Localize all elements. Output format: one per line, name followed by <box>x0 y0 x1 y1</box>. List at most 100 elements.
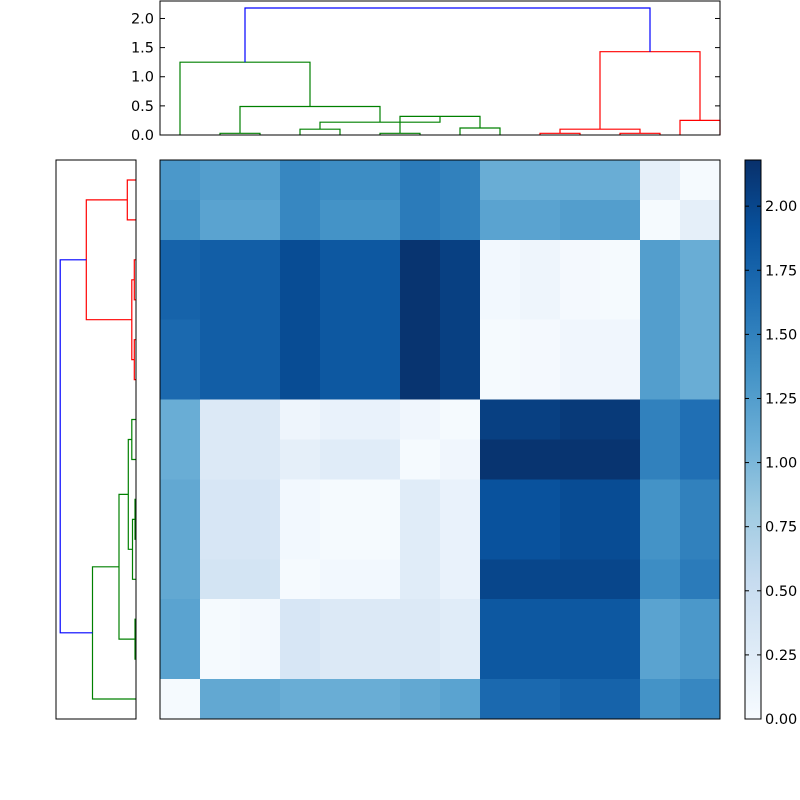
heatmap-cell <box>200 199 241 241</box>
heatmap-cell <box>200 279 241 321</box>
heatmap-cell <box>200 679 241 720</box>
heatmap-cell <box>160 160 201 201</box>
heatmap-cell <box>160 199 201 241</box>
heatmap-cell <box>320 199 361 241</box>
heatmap-cell <box>640 359 681 401</box>
heatmap-cell <box>680 359 721 401</box>
heatmap-cell <box>320 639 361 680</box>
heatmap-cell <box>200 519 241 560</box>
heatmap-cell <box>360 239 401 281</box>
colorbar-tick-label: 1.75 <box>765 263 797 279</box>
heatmap-cell <box>440 359 481 401</box>
colorbar-tick-label: 1.00 <box>765 456 797 472</box>
heatmap-cell <box>600 399 641 441</box>
heatmap-cell <box>640 479 681 520</box>
heatmap-cell <box>520 639 561 680</box>
heatmap-cell <box>440 319 481 361</box>
heatmap-cell <box>360 519 401 560</box>
heatmap-cell <box>360 479 401 520</box>
heatmap-cell <box>480 479 521 520</box>
heatmap-cell <box>280 559 321 600</box>
y-tick-label: 0.5 <box>131 99 154 115</box>
heatmap-cell <box>160 439 201 481</box>
heatmap-cell <box>480 399 521 441</box>
heatmap-cell <box>480 679 521 720</box>
heatmap-cell <box>200 399 241 441</box>
heatmap-cell <box>240 359 281 401</box>
heatmap-cell <box>640 199 681 241</box>
heatmap-cell <box>600 279 641 321</box>
heatmap-cell <box>640 639 681 680</box>
heatmap-cell <box>680 519 721 560</box>
heatmap-cell <box>360 319 401 361</box>
heatmap-cell <box>320 479 361 520</box>
heatmap-cell <box>360 439 401 481</box>
heatmap-cell <box>480 160 521 201</box>
heatmap-cell <box>640 279 681 321</box>
top-dendrogram <box>179 7 721 135</box>
heatmap-cell <box>520 359 561 401</box>
heatmap-cell <box>160 239 201 281</box>
heatmap-cell <box>320 599 361 640</box>
colorbar-ticks: 0.00 0.25 0.50 0.75 1.00 1.25 1.50 1.75 2.00 <box>745 199 797 728</box>
colorbar-tick-label: 0.00 <box>765 712 797 728</box>
heatmap-cell <box>640 160 681 201</box>
left-dendrogram <box>59 179 136 700</box>
heatmap-cell <box>440 199 481 241</box>
colorbar-tick-label: 1.50 <box>765 327 797 343</box>
heatmap-cell <box>400 639 441 680</box>
heatmap-cell <box>680 199 721 241</box>
heatmap-cell <box>160 519 201 560</box>
heatmap-cell <box>440 519 481 560</box>
heatmap-cell <box>640 519 681 560</box>
heatmap-cell <box>680 399 721 441</box>
heatmap-cell <box>280 279 321 321</box>
heatmap-cell <box>440 679 481 720</box>
heatmap-cell <box>280 599 321 640</box>
colorbar-tick-label: 0.75 <box>765 520 797 536</box>
heatmap-cell <box>680 599 721 640</box>
heatmap-cell <box>560 439 601 481</box>
heatmap-cell <box>640 399 681 441</box>
heatmap-cell <box>600 599 641 640</box>
heatmap-cell <box>520 279 561 321</box>
heatmap-frame <box>159 159 721 720</box>
heatmap-cell <box>520 599 561 640</box>
heatmap-cell <box>240 160 281 201</box>
heatmap-cell <box>160 279 201 321</box>
heatmap-cell <box>560 599 601 640</box>
heatmap-cell <box>240 399 281 441</box>
heatmap-cell <box>280 160 321 201</box>
heatmap-cell <box>560 359 601 401</box>
heatmap-cell <box>480 319 521 361</box>
heatmap-cell <box>440 279 481 321</box>
heatmap-cell <box>240 239 281 281</box>
heatmap-cell <box>600 479 641 520</box>
heatmap-cell <box>440 439 481 481</box>
heatmap-cell <box>320 160 361 201</box>
heatmap-cell <box>440 160 481 201</box>
heatmap-cell <box>680 559 721 600</box>
heatmap-cell <box>240 559 281 600</box>
dendrogram-link <box>59 259 93 634</box>
heatmap-cell <box>320 679 361 720</box>
heatmap-cell <box>280 359 321 401</box>
heatmap-cell <box>400 479 441 520</box>
heatmap-cell <box>360 199 401 241</box>
colorbar-tick-label: 0.25 <box>765 648 797 664</box>
heatmap-cell <box>280 239 321 281</box>
heatmap-cell <box>160 599 201 640</box>
heatmap-cell <box>520 239 561 281</box>
y-tick-label: 0.0 <box>131 128 154 144</box>
heatmap-cell <box>400 239 441 281</box>
heatmap-cell <box>640 679 681 720</box>
heatmap-cell <box>600 679 641 720</box>
heatmap-cell <box>520 439 561 481</box>
heatmap-cell <box>200 599 241 640</box>
heatmap-cell <box>680 279 721 321</box>
heatmap-cell <box>400 359 441 401</box>
heatmap-cell <box>400 199 441 241</box>
heatmap-cell <box>480 359 521 401</box>
heatmap-cell <box>280 639 321 680</box>
